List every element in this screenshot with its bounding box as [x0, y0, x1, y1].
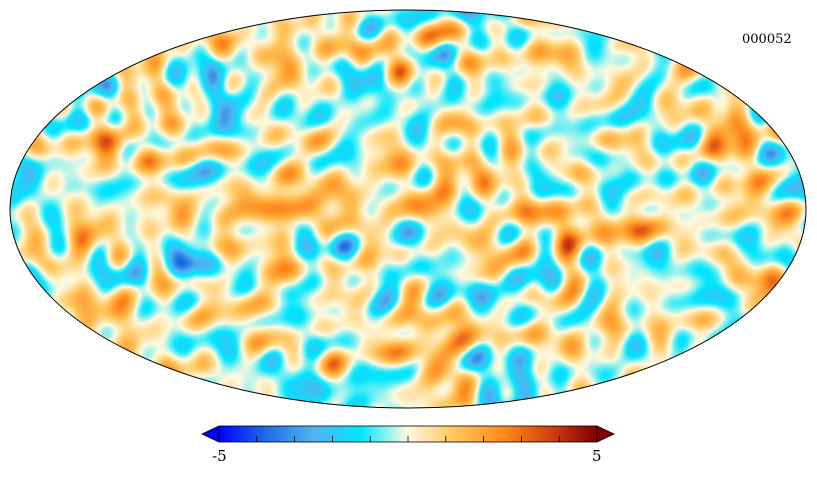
colorbar-right-extend-arrow	[596, 425, 615, 443]
colorbar-max-label: 5	[592, 447, 602, 465]
sky-map-field	[10, 10, 806, 408]
colorbar-min-label: -5	[212, 447, 227, 465]
map-index-label: 000052	[742, 32, 792, 47]
temperature-field-image	[10, 10, 806, 408]
map-outline	[9, 9, 807, 409]
colorbar	[201, 425, 615, 443]
colorbar-ticks	[218, 436, 598, 442]
colorbar-left-extend-arrow	[201, 425, 220, 443]
